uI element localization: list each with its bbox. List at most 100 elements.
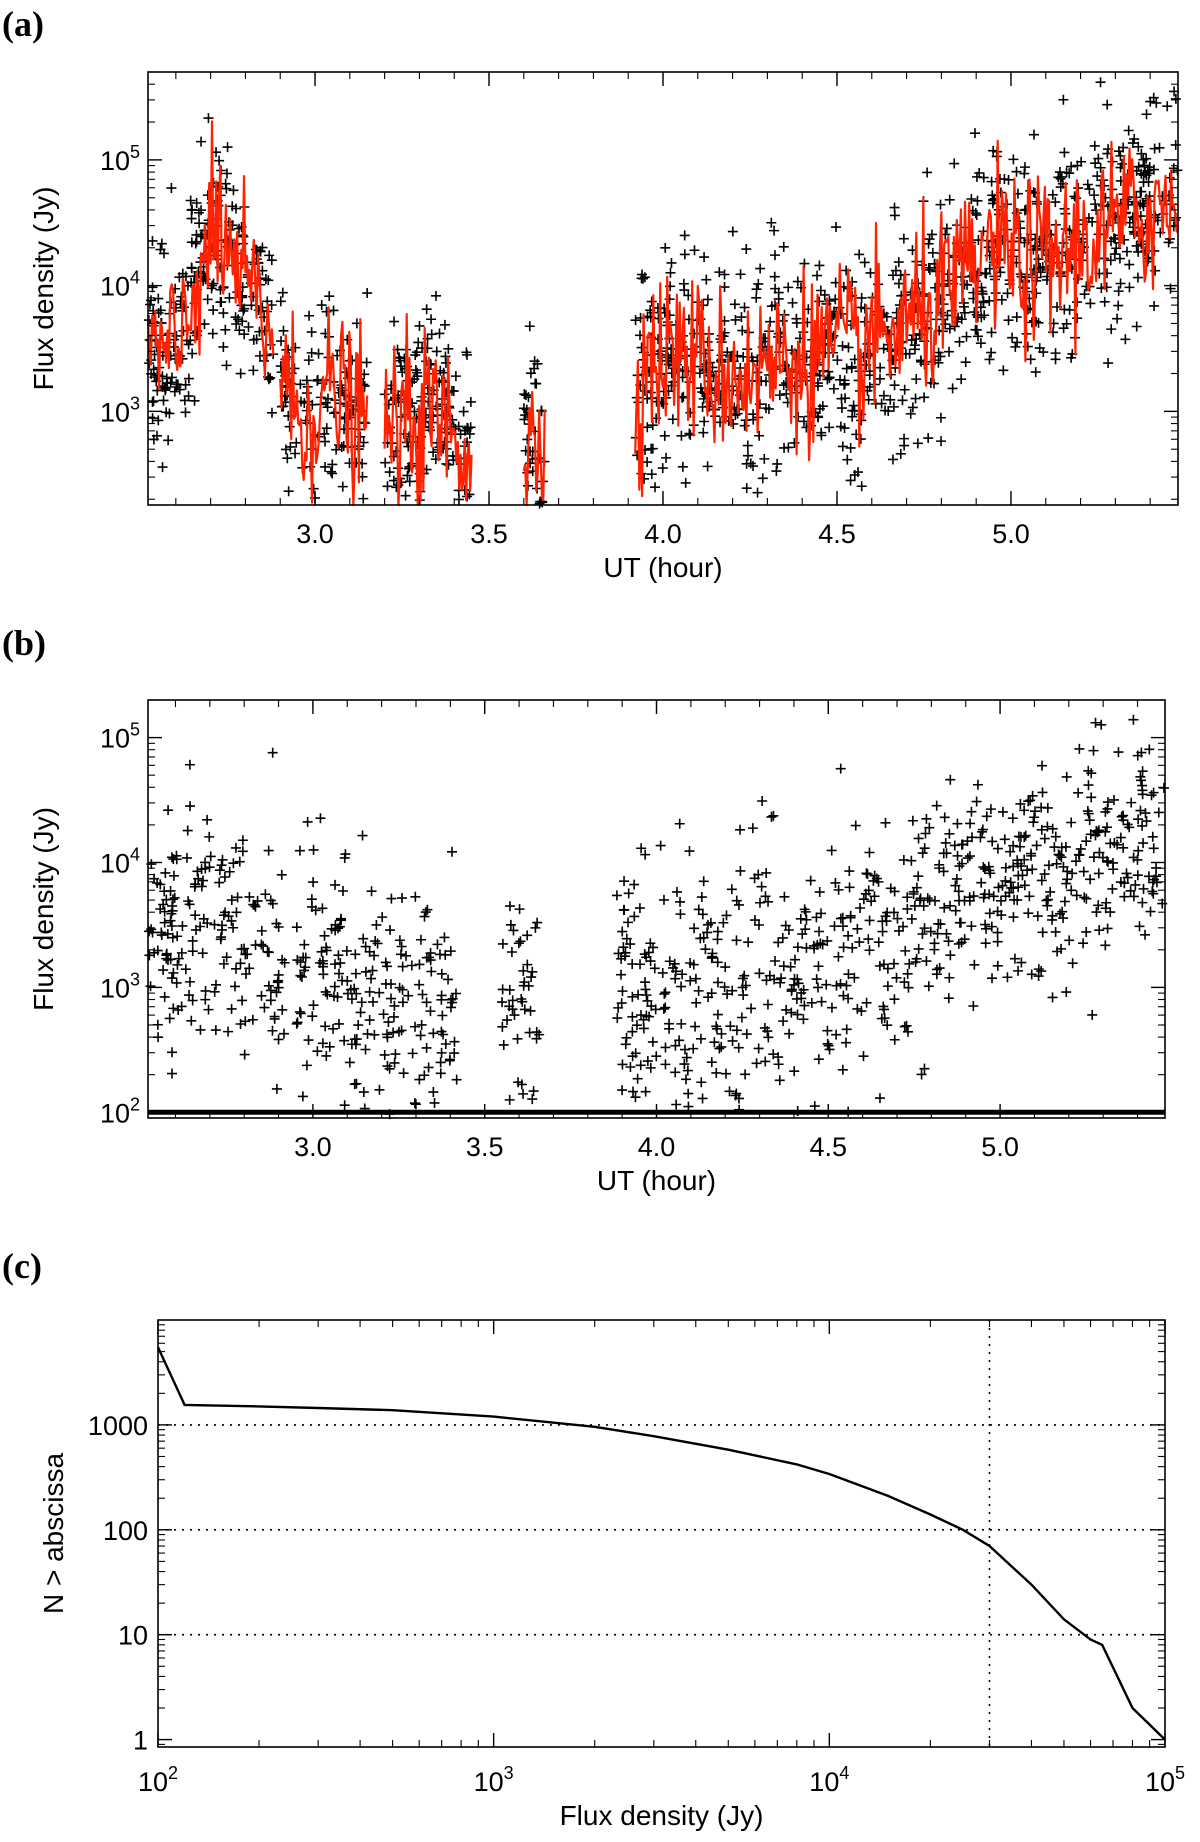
data-point	[861, 997, 872, 1008]
data-point	[848, 400, 859, 411]
data-point	[902, 968, 913, 979]
data-point	[231, 203, 242, 214]
data-point	[635, 1010, 646, 1021]
data-point	[1047, 992, 1058, 1003]
data-point	[1059, 896, 1070, 907]
data-point	[397, 893, 408, 904]
data-point	[161, 407, 172, 418]
data-point	[509, 1010, 520, 1021]
data-point	[1093, 825, 1104, 836]
data-point	[817, 939, 828, 950]
data-point	[779, 891, 790, 902]
data-point	[636, 843, 647, 854]
data-point	[366, 973, 377, 984]
data-point	[1081, 893, 1092, 904]
data-point	[657, 463, 668, 474]
data-point	[919, 392, 930, 403]
data-point	[1019, 168, 1030, 179]
chart-a: 3.0 3.5 4.0 4.5 5.0 103 104 105 UT (hour) Flux de…	[28, 71, 1183, 583]
data-point	[364, 946, 375, 957]
data-point	[1050, 348, 1061, 359]
data-point	[237, 995, 248, 1006]
data-point	[333, 923, 344, 934]
data-point	[1137, 198, 1148, 209]
data-point	[497, 997, 508, 1008]
data-point	[267, 898, 278, 909]
data-point	[209, 919, 220, 930]
data-point	[1010, 341, 1021, 352]
data-point	[183, 391, 194, 402]
data-point	[935, 351, 946, 362]
data-point	[243, 321, 254, 332]
data-point	[716, 1028, 727, 1039]
data-point	[893, 278, 904, 289]
data-point	[316, 946, 327, 957]
data-point	[720, 962, 731, 973]
data-point	[727, 985, 738, 996]
data-point	[1162, 101, 1173, 112]
data-point	[406, 960, 417, 971]
data-point	[330, 879, 341, 890]
data-point	[698, 876, 709, 887]
data-point	[1099, 296, 1110, 307]
data-point	[899, 384, 910, 395]
data-point	[532, 917, 543, 928]
data-point	[216, 860, 227, 871]
data-point	[714, 267, 725, 278]
data-point	[986, 921, 997, 932]
data-point	[904, 958, 915, 969]
smoothed-line-segment	[279, 306, 369, 507]
data-point	[1115, 278, 1126, 289]
data-point	[1124, 217, 1135, 228]
data-point	[923, 238, 934, 249]
data-point	[740, 1069, 751, 1080]
data-point	[679, 285, 690, 296]
x-tick-label: 102	[138, 1763, 178, 1797]
data-point	[180, 379, 191, 390]
data-point	[258, 941, 269, 952]
data-point	[360, 1044, 371, 1055]
data-point	[739, 970, 750, 981]
data-point	[299, 939, 310, 950]
data-point	[950, 880, 961, 891]
data-point	[407, 1048, 418, 1059]
data-point	[465, 396, 476, 407]
data-point	[647, 1036, 658, 1047]
data-point	[230, 981, 240, 992]
data-point	[936, 436, 947, 447]
data-point	[1059, 147, 1070, 158]
data-point	[754, 430, 765, 441]
data-point	[650, 482, 661, 493]
data-point	[1105, 255, 1116, 266]
data-point	[969, 128, 980, 139]
data-point	[1033, 254, 1044, 265]
data-point	[1027, 790, 1038, 801]
data-point	[786, 1007, 797, 1018]
smoothed-line-segment	[985, 139, 1180, 363]
data-point	[414, 320, 425, 331]
data-point	[984, 354, 995, 365]
data-point	[738, 990, 749, 1001]
data-point	[428, 1028, 439, 1039]
data-point	[685, 975, 696, 986]
data-point	[390, 1049, 401, 1060]
x-tick-label: 4.0	[644, 519, 682, 549]
data-point	[1019, 880, 1030, 891]
data-point	[902, 1026, 913, 1037]
data-point	[890, 265, 901, 276]
data-point	[1093, 153, 1104, 164]
data-point	[416, 1019, 427, 1030]
data-point	[379, 1049, 390, 1060]
data-point	[1148, 888, 1159, 899]
data-point	[403, 990, 414, 1001]
data-point	[801, 914, 812, 925]
data-point	[638, 1023, 649, 1034]
data-point	[911, 882, 922, 893]
data-point	[616, 969, 627, 980]
data-point	[177, 920, 188, 931]
data-point	[505, 919, 516, 930]
data-point	[410, 1099, 421, 1110]
data-point	[878, 390, 889, 401]
data-point	[224, 292, 235, 303]
data-point	[322, 402, 333, 413]
